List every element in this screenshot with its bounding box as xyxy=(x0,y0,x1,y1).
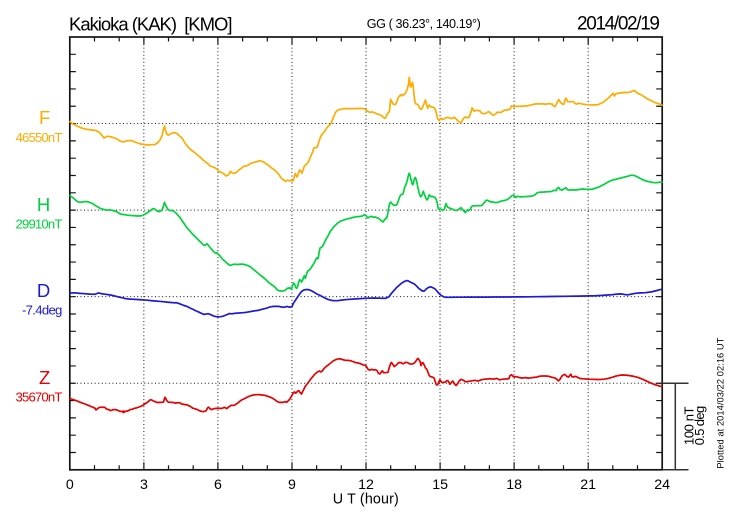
svg-text:9: 9 xyxy=(288,477,296,493)
svg-text:0: 0 xyxy=(66,477,74,493)
svg-text:3: 3 xyxy=(140,477,148,493)
svg-text:Plotted at 2014/03/22 02:16 UT: Plotted at 2014/03/22 02:16 UT xyxy=(716,337,726,468)
svg-text:18: 18 xyxy=(506,477,522,493)
svg-text:D: D xyxy=(37,280,50,301)
svg-text:21: 21 xyxy=(580,477,596,493)
svg-text:24: 24 xyxy=(654,477,670,493)
svg-text:46550nT: 46550nT xyxy=(16,130,63,145)
svg-text:0.5 deg: 0.5 deg xyxy=(692,406,707,446)
svg-text:15: 15 xyxy=(432,477,448,493)
svg-text:F: F xyxy=(39,107,50,128)
svg-text:GG ( 36.23°, 140.19°): GG ( 36.23°, 140.19°) xyxy=(367,17,481,31)
svg-text:6: 6 xyxy=(214,477,222,493)
svg-text:U T (hour): U T (hour) xyxy=(333,492,399,508)
svg-text:Kakioka (KAK) [KMO]: Kakioka (KAK) [KMO] xyxy=(69,13,233,34)
svg-text:29910nT: 29910nT xyxy=(16,217,63,232)
svg-text:H: H xyxy=(37,194,50,215)
svg-text:12: 12 xyxy=(358,477,374,493)
svg-text:35670nT: 35670nT xyxy=(16,389,63,404)
svg-text:Z: Z xyxy=(39,367,50,388)
svg-text:2014/02/19: 2014/02/19 xyxy=(577,14,660,35)
svg-text:100 nT: 100 nT xyxy=(682,406,697,445)
svg-text:-7.4deg: -7.4deg xyxy=(22,303,62,318)
